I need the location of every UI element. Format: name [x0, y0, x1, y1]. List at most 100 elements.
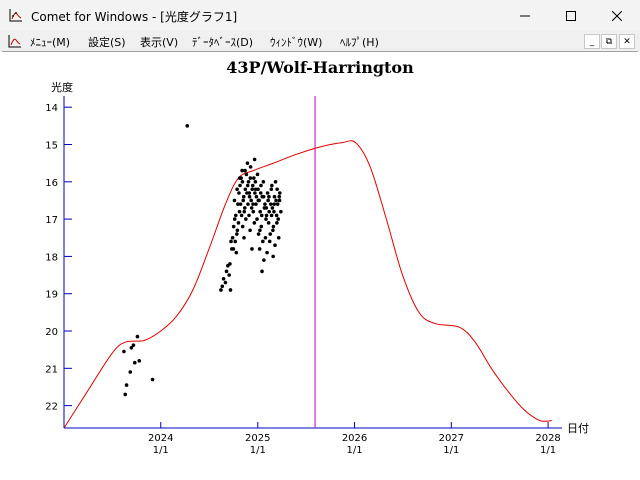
observation-point: [221, 276, 226, 281]
menu-database[interactable]: ﾃﾞｰﾀﾍﾞｰｽ(D): [192, 36, 254, 49]
observation-point: [238, 183, 242, 188]
observation-point: [239, 213, 244, 218]
maximize-icon: [566, 10, 576, 21]
observation-point: [269, 187, 274, 192]
observation-point: [277, 194, 282, 199]
y-axis-title: 光度: [51, 80, 73, 94]
observation-point: [248, 165, 253, 169]
observation-point: [235, 228, 240, 233]
window-title: Comet for Windows - [光度グラフ1]: [31, 10, 238, 24]
minimize-button[interactable]: [502, 0, 548, 31]
menu-settings[interactable]: 設定(S): [88, 36, 126, 49]
mdi-close-button[interactable]: ✕: [619, 34, 635, 49]
observation-point: [257, 247, 262, 251]
observation-point: [244, 172, 249, 177]
observation-point: [232, 217, 237, 221]
x-tick-label-date: 1/1: [443, 445, 459, 456]
observation-point: [237, 209, 242, 214]
observation-point: [249, 206, 254, 210]
observation-point: [224, 269, 229, 274]
observation-point: [277, 198, 282, 203]
observation-point: [265, 191, 270, 195]
x-tick-label-date: 1/1: [153, 445, 169, 456]
observation-point: [238, 202, 243, 206]
observation-point: [223, 280, 228, 285]
observation-point: [256, 232, 261, 236]
observation-point: [229, 239, 233, 244]
observation-point: [267, 209, 271, 214]
document-chart-icon[interactable]: [8, 34, 22, 48]
observation-point: [233, 213, 238, 218]
observation-point: [251, 209, 256, 214]
title-bar[interactable]: Comet for Windows - [光度グラフ1]: [0, 0, 640, 31]
x-tick-label-year: 2024: [148, 433, 173, 444]
observation-point: [230, 235, 235, 240]
observation-point: [252, 157, 257, 162]
observation-point: [260, 269, 264, 274]
observation-point: [246, 179, 251, 184]
maximize-button[interactable]: [548, 0, 594, 31]
observation-point: [248, 176, 253, 180]
observation-point: [240, 168, 244, 173]
observation-point: [259, 224, 264, 229]
mdi-restore-button[interactable]: ⧉: [601, 34, 617, 49]
observation-point: [254, 194, 259, 199]
observation-point: [248, 228, 252, 233]
x-tick-label-date: 1/1: [250, 445, 266, 456]
observation-point: [251, 202, 255, 206]
observation-point: [236, 221, 241, 225]
observation-point: [232, 198, 237, 203]
x-tick-label-year: 2025: [245, 433, 270, 444]
observation-point: [243, 168, 247, 173]
observation-point: [263, 235, 268, 240]
x-tick-label-date: 1/1: [540, 445, 556, 456]
observation-point: [256, 198, 261, 203]
menu-view[interactable]: 表示(V): [140, 36, 179, 49]
observation-point: [242, 209, 247, 214]
observation-point: [273, 243, 277, 248]
observation-point: [263, 202, 267, 206]
y-tick-label: 15: [45, 140, 58, 151]
observation-point: [228, 288, 233, 292]
observation-point: [271, 228, 275, 233]
observation-point: [265, 250, 269, 255]
observation-point: [227, 273, 231, 277]
observation-point: [253, 179, 258, 184]
observation-point: [261, 194, 266, 199]
observation-point: [244, 217, 248, 221]
observation-point: [262, 258, 266, 262]
observation-point: [228, 262, 232, 266]
y-tick-label: 22: [45, 402, 58, 413]
close-button[interactable]: [594, 0, 640, 31]
chart-title: 43P/Wolf-Harrington: [226, 58, 414, 77]
menu-window[interactable]: ｳｨﾝﾄﾞｳ(W): [270, 36, 323, 49]
menu-help[interactable]: ﾍﾙﾌﾟ(H): [340, 36, 379, 49]
y-tick-label: 14: [45, 103, 58, 114]
x-tick-label-date: 1/1: [347, 445, 363, 456]
observation-point: [249, 198, 253, 203]
menu-menu[interactable]: ﾒﾆｭｰ(M): [30, 36, 71, 49]
observation-point: [272, 194, 277, 199]
observation-point: [266, 221, 271, 225]
x-tick-label-year: 2026: [342, 433, 367, 444]
y-tick-label: 17: [45, 215, 58, 226]
observation-point: [268, 232, 273, 236]
observation-point: [135, 334, 140, 339]
minimize-icon: [520, 15, 530, 16]
close-icon: [612, 10, 622, 21]
y-tick-label: 20: [45, 327, 58, 338]
observation-point: [276, 235, 281, 240]
observation-point: [250, 247, 254, 251]
observation-point: [258, 191, 263, 195]
observation-point: [266, 198, 270, 203]
observation-point: [131, 343, 136, 347]
observation-point: [254, 202, 258, 206]
observation-point: [253, 187, 258, 192]
observation-point: [275, 187, 279, 192]
mdi-minimize-button[interactable]: _: [584, 34, 600, 49]
observation-point: [132, 360, 137, 365]
observation-point: [252, 221, 257, 225]
observation-point: [241, 198, 246, 203]
observation-point: [242, 206, 247, 210]
